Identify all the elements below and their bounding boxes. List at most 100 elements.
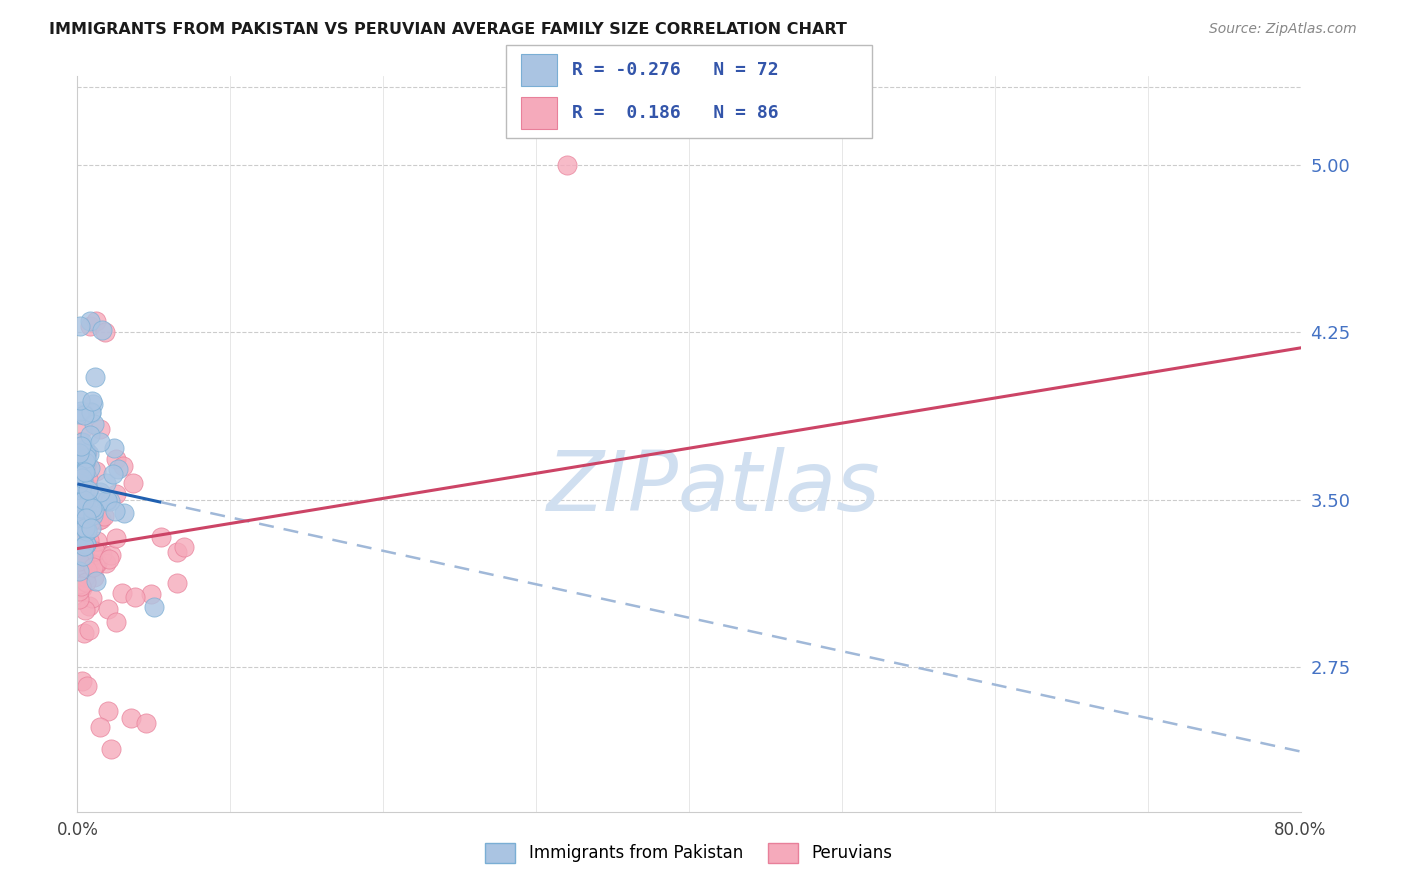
Point (67, 511, 90, 525)
Point (79, 427, 101, 442)
FancyBboxPatch shape (520, 97, 557, 129)
Point (100, 742, 122, 756)
Point (98, 551, 121, 566)
Point (73, 464, 96, 478)
Point (111, 586, 134, 600)
Point (104, 452, 127, 467)
Point (105, 615, 128, 629)
Point (70, 512, 93, 526)
Point (69, 450, 91, 465)
Point (86, 533, 108, 548)
Point (73, 492, 96, 507)
Point (72, 479, 94, 493)
Point (75, 518, 97, 533)
Point (166, 576, 188, 591)
Point (80, 394, 103, 409)
Point (67, 407, 90, 421)
Point (75, 465, 97, 479)
Point (67, 565, 90, 579)
Point (75, 516, 97, 530)
Point (82, 559, 104, 574)
Point (80, 514, 103, 528)
Point (77, 623, 100, 637)
Point (72, 549, 94, 563)
Point (84, 465, 107, 479)
Point (83, 503, 105, 517)
Point (67, 547, 90, 561)
Point (82, 397, 104, 411)
Text: R = -0.276   N = 72: R = -0.276 N = 72 (572, 61, 779, 78)
Point (73, 539, 96, 553)
Point (75, 493, 97, 508)
Point (84, 370, 107, 384)
Point (73, 526, 96, 541)
Point (67, 479, 90, 493)
Point (75, 445, 97, 459)
Point (70, 404, 93, 418)
Point (70, 549, 93, 564)
Point (69, 549, 91, 564)
Point (124, 590, 146, 604)
Point (89, 513, 111, 527)
Point (69, 393, 91, 408)
Point (122, 475, 145, 490)
Point (89, 434, 111, 449)
Point (67, 529, 90, 543)
Point (76, 504, 98, 518)
Point (67, 525, 90, 540)
Point (67, 495, 90, 509)
Point (72, 421, 94, 435)
FancyBboxPatch shape (520, 54, 557, 86)
Point (96, 475, 118, 490)
Point (70, 673, 93, 688)
Point (89, 720, 111, 734)
Point (77, 599, 100, 614)
Point (80, 405, 103, 419)
Point (76, 445, 98, 459)
Point (69, 569, 91, 583)
Point (104, 504, 127, 518)
Point (67, 543, 90, 558)
Point (67, 583, 90, 598)
Point (73, 625, 96, 640)
Point (69, 434, 91, 449)
Point (79, 318, 101, 333)
Point (67, 512, 90, 526)
Point (82, 508, 104, 523)
Point (67, 506, 90, 520)
Point (70, 564, 93, 578)
Point (104, 486, 127, 500)
Point (94, 325, 117, 339)
Point (67, 576, 90, 591)
Point (70, 471, 93, 485)
Point (69, 533, 91, 547)
Point (73, 526, 96, 541)
FancyBboxPatch shape (506, 45, 872, 138)
Point (90, 323, 112, 337)
Point (67, 592, 90, 607)
Point (73, 603, 96, 617)
Point (70, 500, 93, 515)
Point (67, 446, 90, 460)
Point (77, 537, 100, 551)
Point (72, 511, 94, 525)
Point (67, 476, 90, 491)
Point (75, 483, 97, 497)
Point (69, 577, 91, 591)
Point (112, 506, 135, 520)
Point (82, 501, 104, 516)
Point (76, 496, 98, 510)
Point (97, 705, 120, 719)
Point (80, 521, 103, 535)
Point (89, 484, 111, 499)
Point (97, 602, 120, 616)
Point (72, 459, 94, 474)
Point (72, 516, 94, 531)
Point (96, 493, 118, 508)
Point (73, 455, 96, 469)
Point (139, 587, 162, 601)
Point (67, 477, 90, 491)
Point (100, 549, 122, 563)
Point (72, 473, 94, 487)
Point (77, 471, 100, 485)
